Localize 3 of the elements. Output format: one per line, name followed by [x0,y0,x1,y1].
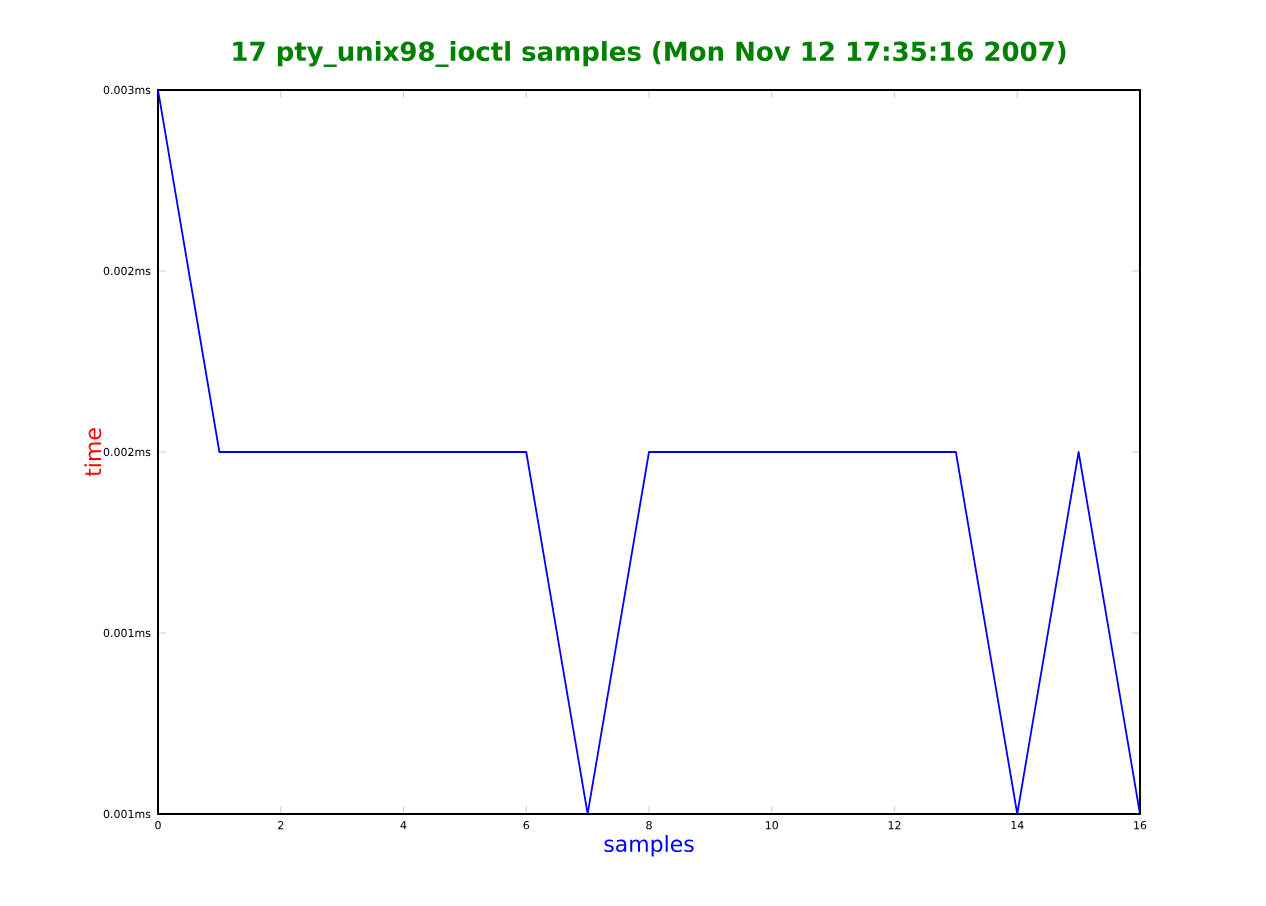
x-axis-title: samples [604,835,694,857]
chart-title: 17 pty_unix98_ioctl samples (Mon Nov 12 17:35:16 2007) [233,41,1066,67]
y-axis-title: time [84,428,102,477]
